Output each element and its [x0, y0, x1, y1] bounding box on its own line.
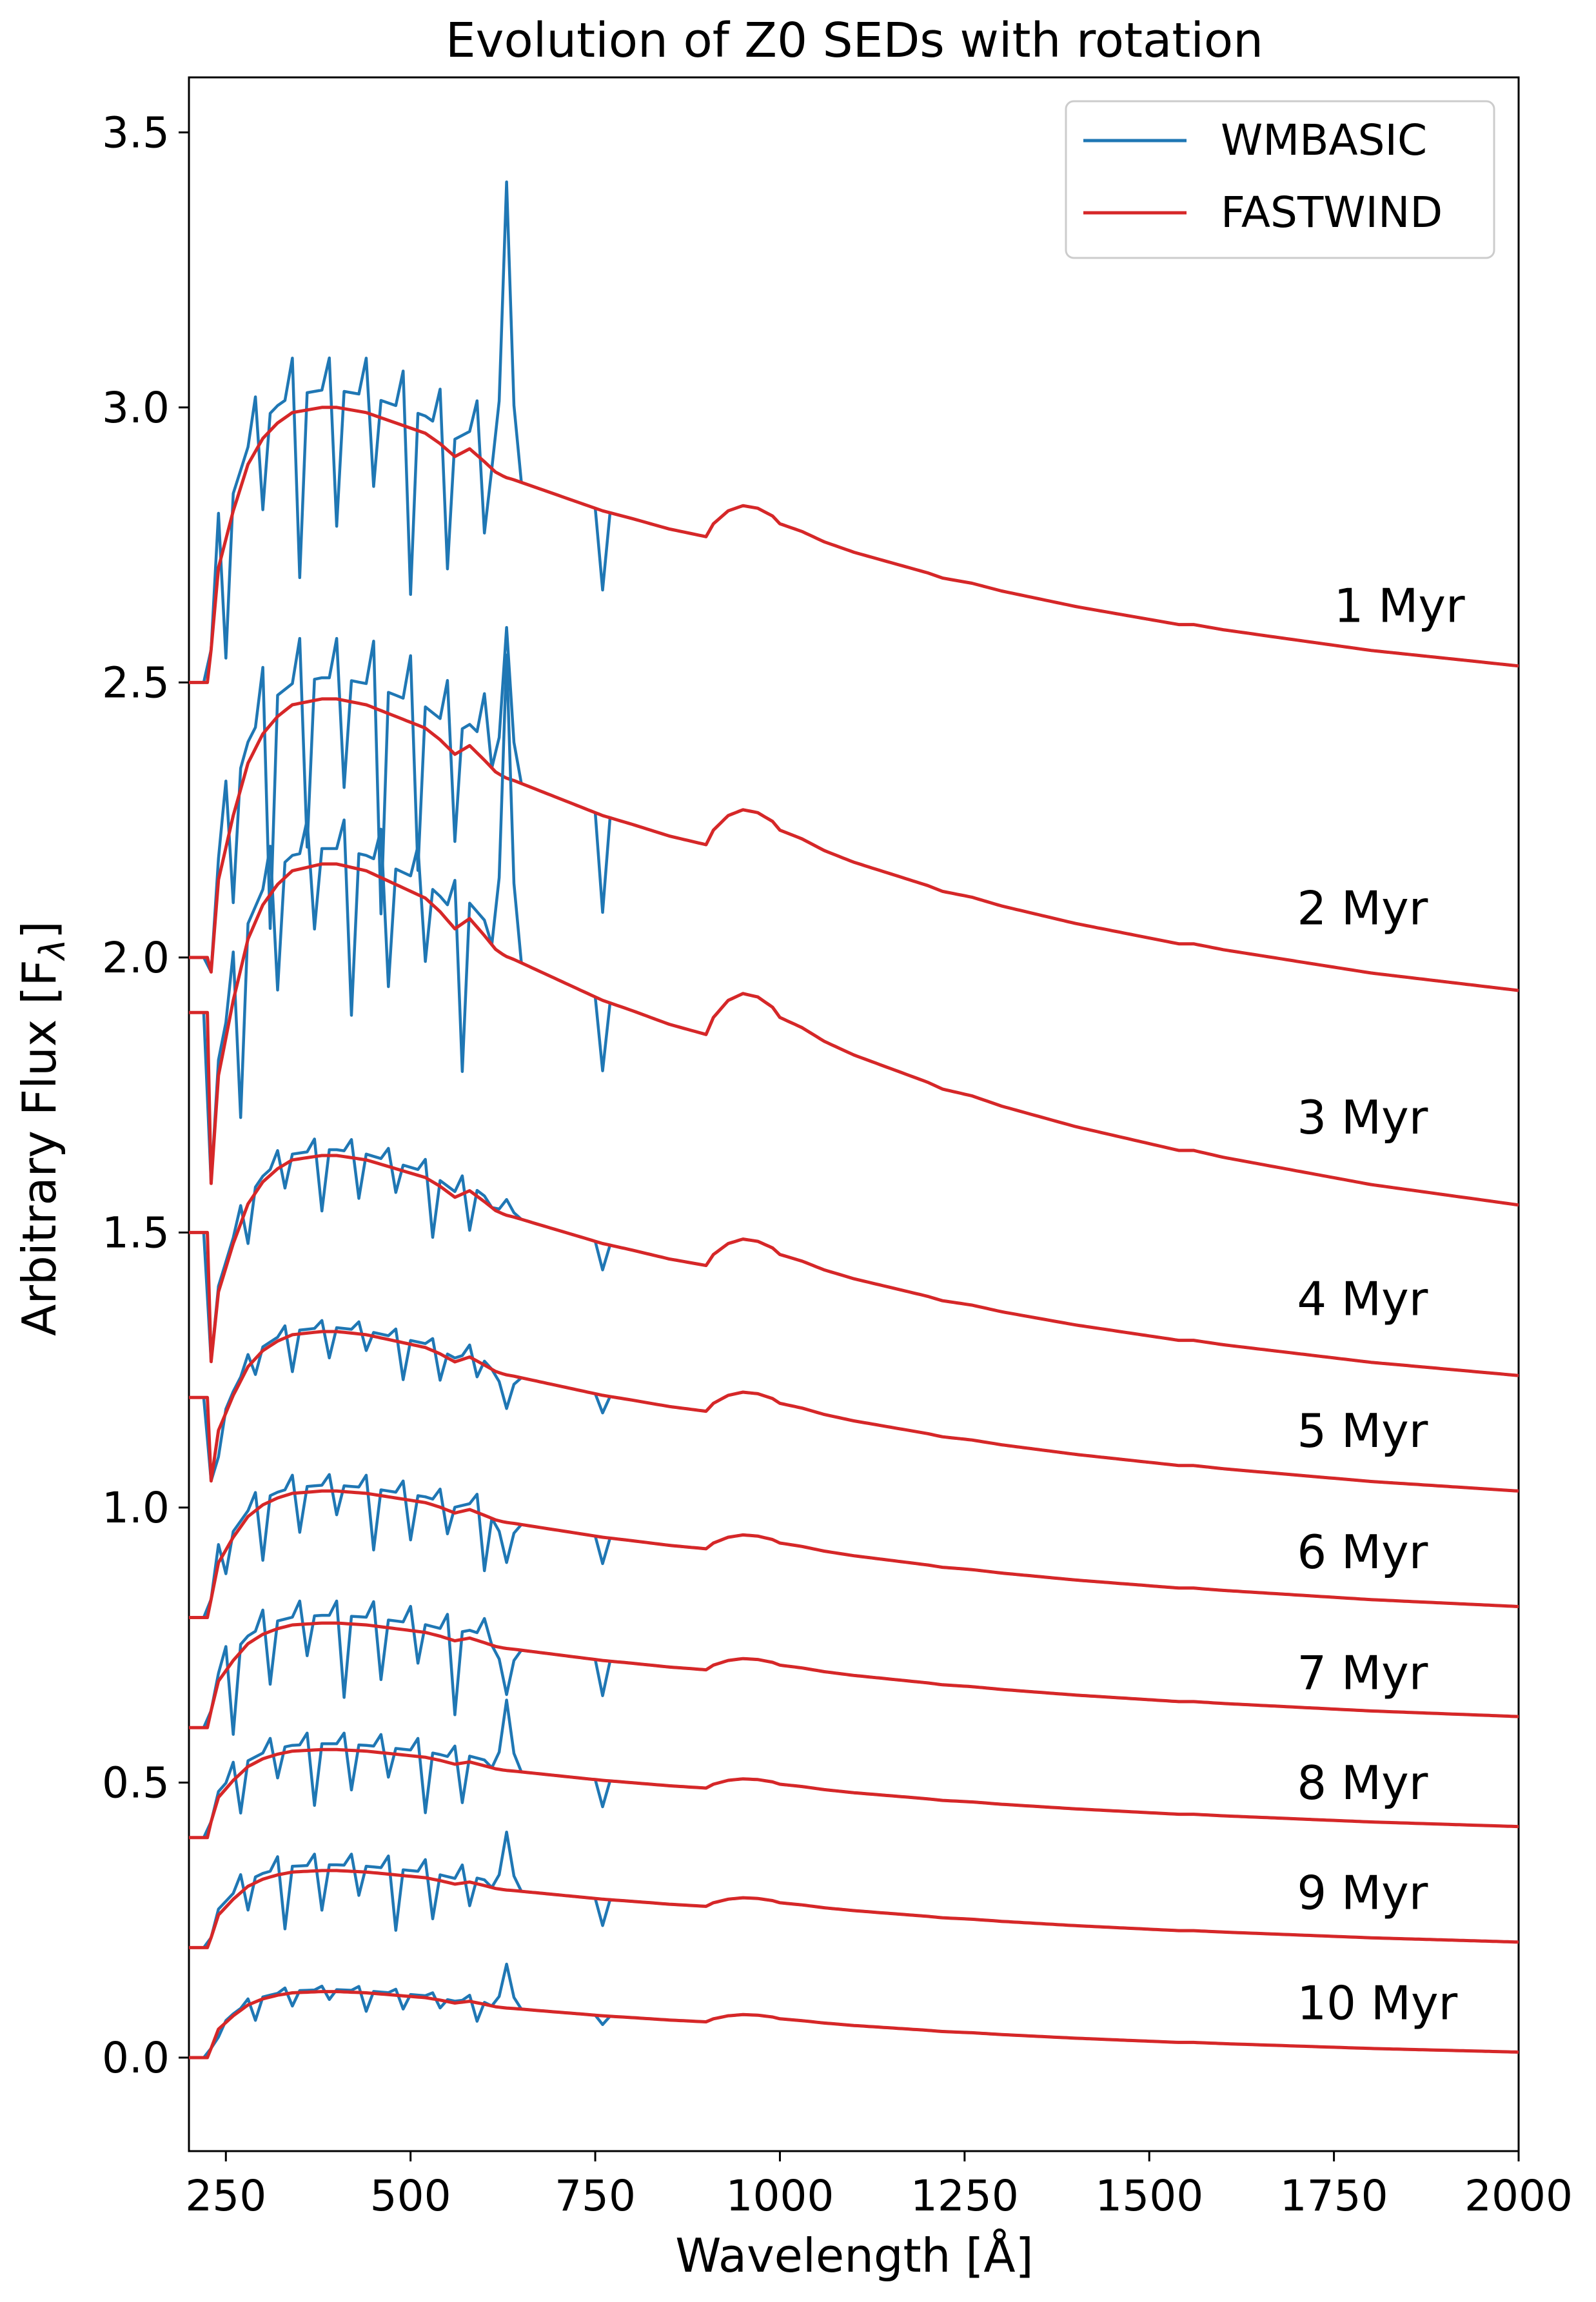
- age-label: 7 Myr: [1297, 1646, 1428, 1700]
- fastwind-series-line: [189, 1747, 1519, 1840]
- chart-title: Evolution of Z0 SEDs with rotation: [446, 13, 1263, 68]
- y-tick-label: 2.0: [102, 933, 170, 983]
- wmbasic-series-line: [189, 625, 1519, 992]
- y-tick-label: 3.0: [102, 383, 170, 433]
- age-label: 1 Myr: [1334, 579, 1465, 633]
- legend-label-wmbasic: WMBASIC: [1221, 115, 1427, 165]
- plot-area: 1 Myr 2 Myr 3 Myr 4 Myr 5 Myr 6 Myr 7 Myr 8 Myr…: [188, 76, 1520, 2152]
- x-axis: 250 500 750 1000 1250 1500 1750 2000: [185, 2151, 1573, 2221]
- age-label: 4 Myr: [1297, 1272, 1428, 1326]
- x-tick-label: 2000: [1464, 2171, 1573, 2221]
- x-tick-label: 1500: [1095, 2171, 1203, 2221]
- x-tick-label: 250: [185, 2171, 266, 2221]
- y-axis-label: Arbitrary Flux [Fλ]: [12, 921, 73, 1336]
- age-label: 10 Myr: [1297, 1976, 1457, 2030]
- y-axis: 0.0 0.5 1.0 1.5 2.0 2.5 3.0 3.5: [102, 108, 189, 2083]
- fastwind-series-line: [189, 406, 1519, 684]
- y-tick-label: 0.5: [102, 1758, 170, 1807]
- age-label: 5 Myr: [1297, 1404, 1428, 1458]
- plot-frame: [188, 76, 1520, 2152]
- x-axis-label: Wavelength [Å]: [675, 2228, 1033, 2283]
- fastwind-series-line: [189, 1621, 1519, 1729]
- x-tick-label: 1250: [911, 2171, 1019, 2221]
- age-label: 3 Myr: [1297, 1090, 1428, 1145]
- age-label: 8 Myr: [1297, 1756, 1428, 1810]
- fastwind-series-line: [189, 697, 1519, 992]
- y-tick-label: 0.0: [102, 2033, 170, 2083]
- y-axis-label-close: ]: [12, 921, 66, 939]
- y-axis-label-main: Arbitrary Flux [F: [12, 959, 66, 1336]
- fastwind-series-line: [189, 1990, 1519, 2060]
- age-label-layer: 1 Myr 2 Myr 3 Myr 4 Myr 5 Myr 6 Myr 7 Myr 8 Myr…: [1297, 579, 1465, 2031]
- age-label: 6 Myr: [1297, 1525, 1428, 1579]
- fastwind-series-line: [189, 862, 1519, 1207]
- age-label: 9 Myr: [1297, 1866, 1428, 1920]
- legend-label-fastwind: FASTWIND: [1221, 188, 1443, 237]
- legend: WMBASIC FASTWIND: [1065, 100, 1495, 259]
- series-layer: [189, 180, 1519, 2060]
- y-tick-label: 3.5: [102, 108, 170, 157]
- y-tick-label: 1.0: [102, 1483, 170, 1533]
- fastwind-series-line: [189, 1154, 1519, 1377]
- y-tick-label: 2.5: [102, 658, 170, 707]
- x-tick-label: 750: [555, 2171, 636, 2221]
- x-tick-label: 500: [370, 2171, 451, 2221]
- fastwind-series-line: [189, 1330, 1519, 1493]
- y-tick-label: 1.5: [102, 1208, 170, 1257]
- y-axis-label-sub: λ: [32, 939, 73, 961]
- fastwind-series-line: [189, 1489, 1519, 1619]
- x-tick-label: 1750: [1280, 2171, 1388, 2221]
- age-label: 2 Myr: [1297, 881, 1428, 936]
- fastwind-series-line: [189, 1869, 1519, 1949]
- x-tick-label: 1000: [725, 2171, 834, 2221]
